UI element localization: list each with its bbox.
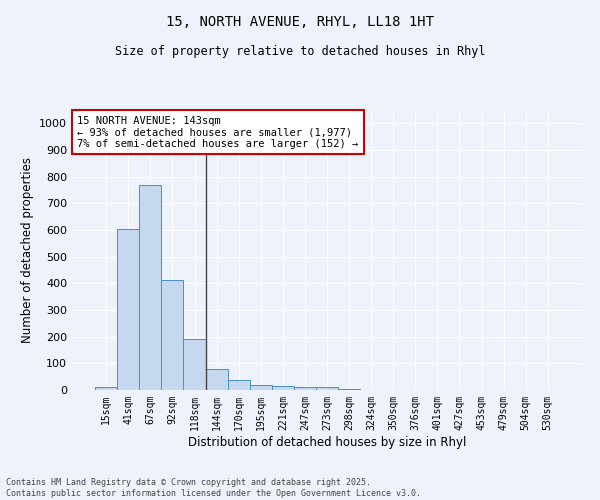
Text: 15, NORTH AVENUE, RHYL, LL18 1HT: 15, NORTH AVENUE, RHYL, LL18 1HT bbox=[166, 15, 434, 29]
Bar bbox=[117, 228, 139, 390]
Text: Size of property relative to detached houses in Rhyl: Size of property relative to detached ho… bbox=[115, 45, 485, 58]
Bar bbox=[206, 369, 227, 390]
Bar bbox=[338, 388, 360, 390]
Bar bbox=[316, 387, 338, 390]
Bar bbox=[184, 339, 206, 390]
Bar bbox=[272, 386, 294, 390]
Text: 15 NORTH AVENUE: 143sqm
← 93% of detached houses are smaller (1,977)
7% of semi-: 15 NORTH AVENUE: 143sqm ← 93% of detache… bbox=[77, 116, 358, 149]
Bar bbox=[161, 280, 184, 390]
Bar bbox=[95, 387, 117, 390]
Y-axis label: Number of detached properties: Number of detached properties bbox=[20, 157, 34, 343]
X-axis label: Distribution of detached houses by size in Rhyl: Distribution of detached houses by size … bbox=[188, 436, 466, 448]
Bar bbox=[227, 380, 250, 390]
Bar bbox=[294, 386, 316, 390]
Bar bbox=[250, 386, 272, 390]
Text: Contains HM Land Registry data © Crown copyright and database right 2025.
Contai: Contains HM Land Registry data © Crown c… bbox=[6, 478, 421, 498]
Bar bbox=[139, 184, 161, 390]
